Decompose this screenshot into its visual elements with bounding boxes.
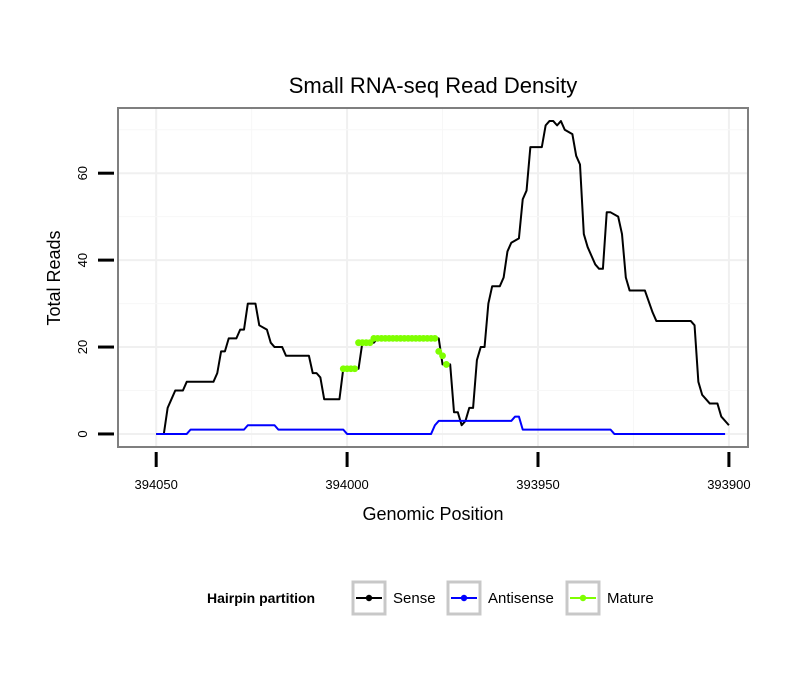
legend-title: Hairpin partition (207, 590, 315, 606)
legend-label-sense: Sense (393, 590, 436, 607)
y-tick-label: 60 (75, 166, 90, 180)
x-axis-label: Genomic Position (362, 504, 503, 524)
legend-item-mature: Mature (565, 580, 654, 616)
series-layer (156, 120, 730, 435)
legend-label-mature: Mature (607, 590, 654, 607)
series-mature-point (439, 352, 446, 360)
x-axis: 394050 394000 393950 393900 (134, 452, 751, 492)
gridlines (119, 109, 747, 446)
series-mature-point (442, 361, 450, 368)
series-antisense-line (156, 415, 726, 435)
x-tick-label: 393950 (516, 477, 559, 492)
x-tick-label: 394050 (134, 477, 177, 492)
legend-label-antisense: Antisense (488, 590, 554, 607)
legend-dot-antisense (460, 594, 468, 602)
chart-title: Small RNA-seq Read Density (289, 73, 578, 98)
y-axis-label: Total Reads (44, 230, 64, 325)
series-mature-point (431, 334, 439, 342)
plot-panel (117, 107, 749, 448)
legend-item-antisense: Antisense (446, 580, 554, 616)
legend-dot-sense (365, 594, 373, 602)
legend-item-sense: Sense (351, 580, 436, 616)
x-tick-label: 393900 (707, 477, 750, 492)
y-tick-label: 20 (75, 340, 90, 354)
y-tick-label: 0 (75, 430, 90, 437)
series-mature (339, 334, 450, 373)
y-axis: 0 20 40 60 (75, 166, 114, 438)
legend: Hairpin partition Sense Antisense Mature (207, 580, 654, 616)
series-sense-line (156, 120, 730, 435)
series-mature-point (351, 365, 359, 373)
x-tick-label: 394000 (325, 477, 368, 492)
y-tick-label: 40 (75, 253, 90, 267)
legend-dot-mature (579, 594, 587, 602)
